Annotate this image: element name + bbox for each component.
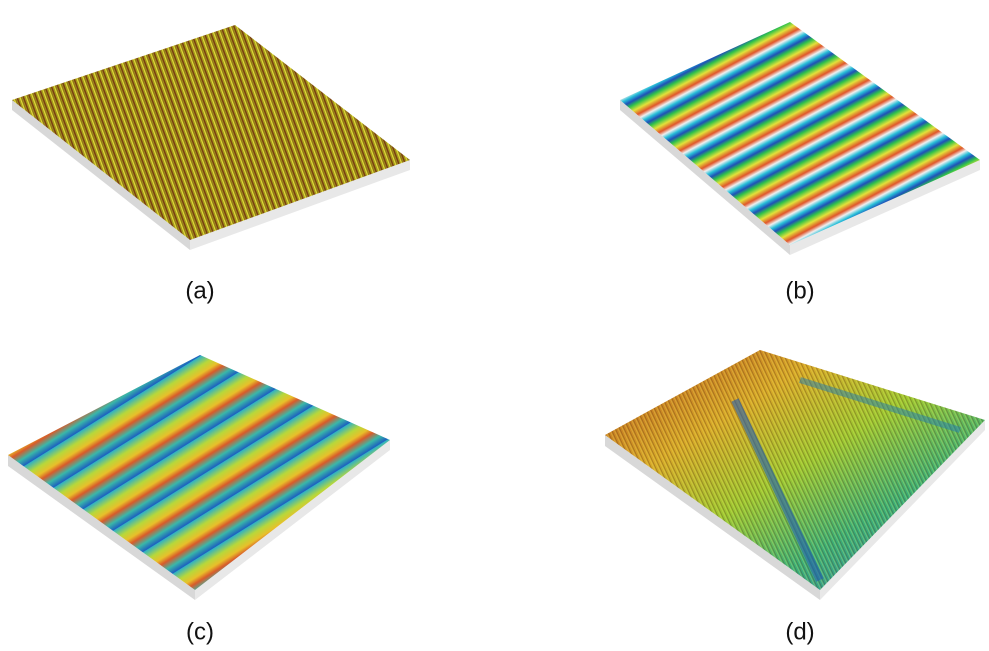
- panel-label: (c): [186, 618, 214, 645]
- panel-label: (d): [785, 618, 814, 645]
- surface-b: [620, 22, 980, 255]
- panel-label: (a): [185, 277, 214, 304]
- panel-label: (b): [785, 277, 814, 304]
- surface-c: [8, 355, 390, 600]
- surface-a: [12, 25, 410, 250]
- surface-d: [605, 350, 985, 600]
